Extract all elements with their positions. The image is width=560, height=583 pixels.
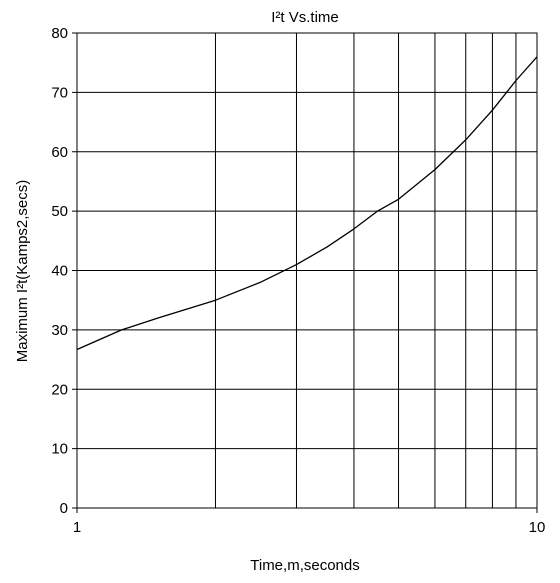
grid bbox=[77, 32, 537, 509]
y-tick-label: 20 bbox=[51, 381, 68, 398]
y-tick-label: 50 bbox=[51, 203, 68, 220]
series-line bbox=[76, 56, 538, 351]
x-tick-label: 1 bbox=[73, 519, 81, 536]
y-axis-label: Maximum I²t(Kamps2,secs) bbox=[14, 180, 31, 363]
chart-title: I²t Vs.time bbox=[271, 9, 339, 26]
y-tick-label: 80 bbox=[51, 25, 68, 42]
x-axis-label: Time,m,seconds bbox=[250, 557, 359, 574]
y-tick-label: 60 bbox=[51, 144, 68, 161]
y-tick-label: 70 bbox=[51, 84, 68, 101]
x-tick-label: 10 bbox=[529, 519, 546, 536]
y-tick-label: 40 bbox=[51, 263, 68, 280]
y-tick-label: 10 bbox=[51, 441, 68, 458]
x-axis-ticks: 1 10 bbox=[73, 508, 546, 536]
y-tick-label: 0 bbox=[60, 500, 68, 517]
y-tick-label: 30 bbox=[51, 322, 68, 339]
series-layer bbox=[76, 56, 538, 351]
y-axis-ticks: 0 10 20 30 40 50 60 70 80 bbox=[51, 25, 77, 517]
